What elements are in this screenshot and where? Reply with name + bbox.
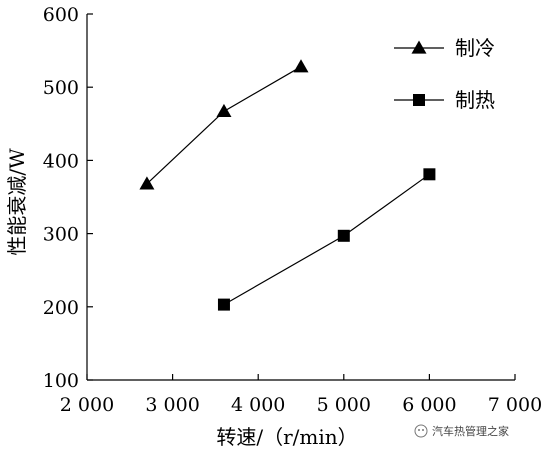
legend-item: 制冷: [394, 36, 495, 60]
x-tick-label: 3 000: [145, 394, 199, 416]
y-tick-label: 200: [43, 297, 79, 319]
data-point: [337, 229, 350, 242]
data-point: [139, 176, 155, 190]
legend-label: 制热: [455, 88, 495, 112]
x-tick-label: 4 000: [231, 394, 285, 416]
wechat-icon: [414, 424, 428, 438]
series-square: [217, 168, 436, 311]
watermark: 汽车热管理之家: [414, 424, 509, 438]
y-tick-label: 300: [43, 224, 79, 246]
data-point: [423, 168, 436, 181]
data-point: [217, 298, 230, 311]
legend-label: 制冷: [455, 36, 495, 60]
data-point: [216, 103, 232, 117]
y-tick-label: 500: [43, 77, 79, 99]
y-tick-label: 400: [43, 150, 79, 172]
series-line: [146, 66, 302, 185]
series-triangle: [139, 59, 309, 190]
legend-marker: [413, 94, 425, 106]
y-axis-label: 性能衰减/W: [5, 148, 29, 256]
x-tick-label: 7 000: [488, 394, 542, 416]
x-axis-label: 转速/（r/min）: [216, 425, 357, 449]
y-tick-label: 600: [43, 4, 79, 26]
ticks: 100 200 300 400 500 600 2 000 3 000 4 000 5 000 6 …: [43, 4, 542, 416]
data-point: [293, 59, 309, 73]
watermark-text: 汽车热管理之家: [432, 424, 509, 438]
series-line: [223, 173, 430, 306]
x-tick-label: 2 000: [60, 394, 114, 416]
x-tick-label: 6 000: [402, 394, 456, 416]
series-layer: [139, 59, 436, 311]
axes: [86, 14, 515, 381]
legend-marker: [411, 40, 427, 54]
y-tick-label: 100: [43, 370, 79, 392]
legend-item: 制热: [394, 88, 495, 112]
x-tick-label: 5 000: [317, 394, 371, 416]
